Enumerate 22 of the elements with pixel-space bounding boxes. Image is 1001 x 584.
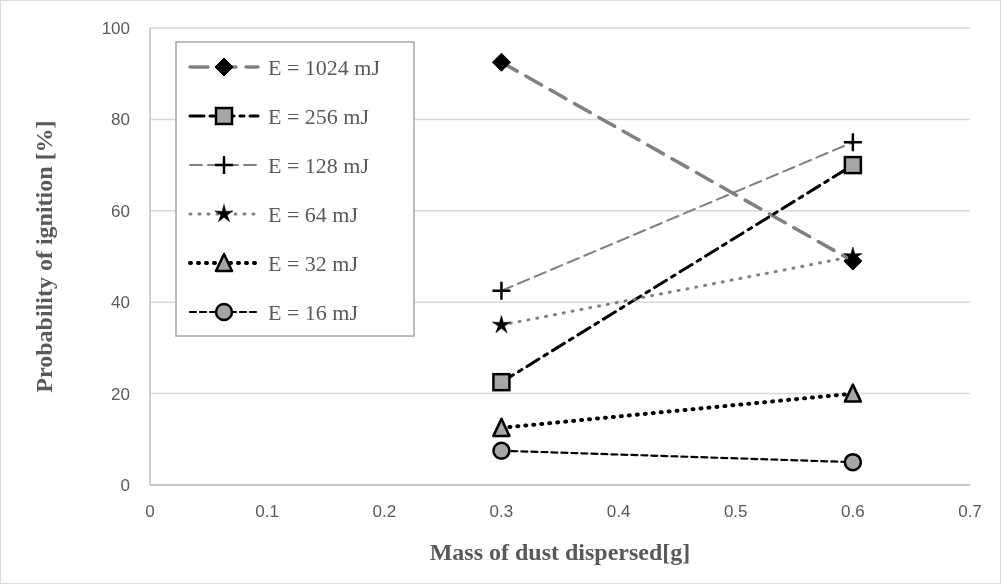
x-tick-label: 0.3: [489, 502, 514, 521]
legend-label: E = 256 mJ: [268, 104, 370, 129]
x-axis-title: Mass of dust dispersed[g]: [429, 539, 691, 565]
x-tick-label: 0.5: [723, 502, 748, 521]
y-tick-label: 40: [111, 293, 130, 313]
y-tick-label: 80: [111, 110, 130, 130]
y-axis-title: Probability of ignition [%]: [31, 120, 57, 393]
y-tick-label: 100: [101, 19, 130, 38]
legend-label: E = 128 mJ: [268, 153, 370, 178]
legend-label: E = 64 mJ: [268, 202, 359, 227]
legend-label: E = 32 mJ: [268, 251, 359, 276]
y-tick-label: 20: [111, 384, 130, 404]
x-tick-label: 0.2: [372, 502, 397, 521]
x-tick-label: 0.4: [606, 502, 631, 521]
x-tick-label: 0.1: [255, 502, 279, 521]
y-tick-label: 0: [120, 476, 130, 495]
x-tick-label: 0.7: [958, 502, 982, 521]
x-tick-label: 0: [145, 502, 155, 521]
x-tick-label: 0.6: [841, 502, 865, 521]
y-tick-label: 60: [111, 201, 130, 221]
legend-label: E = 16 mJ: [268, 300, 359, 325]
legend-label: E = 1024 mJ: [268, 55, 381, 80]
